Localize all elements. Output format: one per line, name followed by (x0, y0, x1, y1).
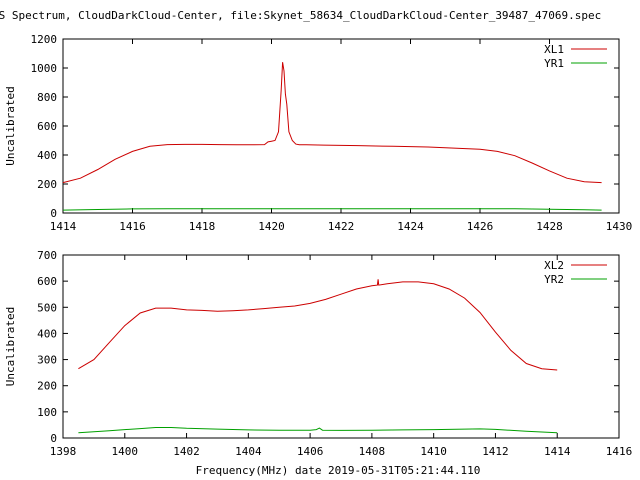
bottom-x-axis-label: Frequency(MHz) date 2019-05-31T05:21:44.… (196, 464, 481, 477)
y-tick-label: 0 (50, 207, 57, 220)
y-tick-label: 700 (37, 249, 57, 262)
x-tick-label: 1412 (482, 445, 509, 458)
legend-label-yr1: YR1 (544, 57, 564, 70)
legend-label-yr2: YR2 (544, 273, 564, 286)
y-tick-label: 400 (37, 327, 57, 340)
top-panel: 1414 1416 1418 1420 1422 1424 1426 1428 1430 0 200… (4, 33, 632, 233)
bottom-panel: 1398 1400 1402 1404 1406 1408 1410 1412 1414 1416… (4, 249, 632, 458)
plot-frame (62, 254, 620, 439)
x-tick-label: 1416 (119, 220, 146, 233)
figure-title: ES Spectrum, CloudDarkCloud-Center, file… (0, 9, 601, 22)
x-tick-label: 1418 (189, 220, 216, 233)
y-tick-label: 100 (37, 406, 57, 419)
legend-label-xl1: XL1 (544, 43, 564, 56)
x-tick-label: 1428 (536, 220, 563, 233)
x-tick-label: 1408 (359, 445, 386, 458)
x-tick-label: 1410 (420, 445, 447, 458)
x-tick-label: 1416 (606, 445, 633, 458)
y-tick-label: 200 (37, 178, 57, 191)
series-line-xl1 (62, 62, 602, 184)
x-tick-label: 1426 (467, 220, 494, 233)
y-tick-label: 1200 (31, 33, 58, 46)
y-axis-label: Uncalibrated (4, 86, 17, 165)
y-tick-label: 200 (37, 380, 57, 393)
y-tick-label: 0 (50, 432, 57, 445)
x-tick-label: 1422 (328, 220, 355, 233)
plot-frame (62, 38, 620, 214)
y-tick-label: 600 (37, 120, 57, 133)
x-tick-label: 1420 (258, 220, 285, 233)
x-tick-label: 1424 (397, 220, 424, 233)
series-line-xl2 (78, 279, 558, 371)
x-tick-label: 1398 (50, 445, 77, 458)
y-tick-label: 500 (37, 301, 57, 314)
y-axis-label: Uncalibrated (4, 307, 17, 386)
legend-label-xl2: XL2 (544, 259, 564, 272)
y-tick-label: 1000 (31, 62, 58, 75)
series-line-yr1 (62, 208, 602, 211)
x-tick-label: 1400 (112, 445, 139, 458)
x-tick-label: 1414 (50, 220, 77, 233)
series-line-yr2 (78, 427, 558, 434)
y-tick-label: 600 (37, 275, 57, 288)
x-tick-label: 1406 (297, 445, 324, 458)
x-tick-label: 1402 (173, 445, 200, 458)
y-tick-label: 300 (37, 354, 57, 367)
x-tick-label: 1404 (235, 445, 262, 458)
x-tick-label: 1430 (606, 220, 633, 233)
x-tick-label: 1414 (544, 445, 571, 458)
y-tick-label: 400 (37, 149, 57, 162)
y-tick-label: 800 (37, 91, 57, 104)
